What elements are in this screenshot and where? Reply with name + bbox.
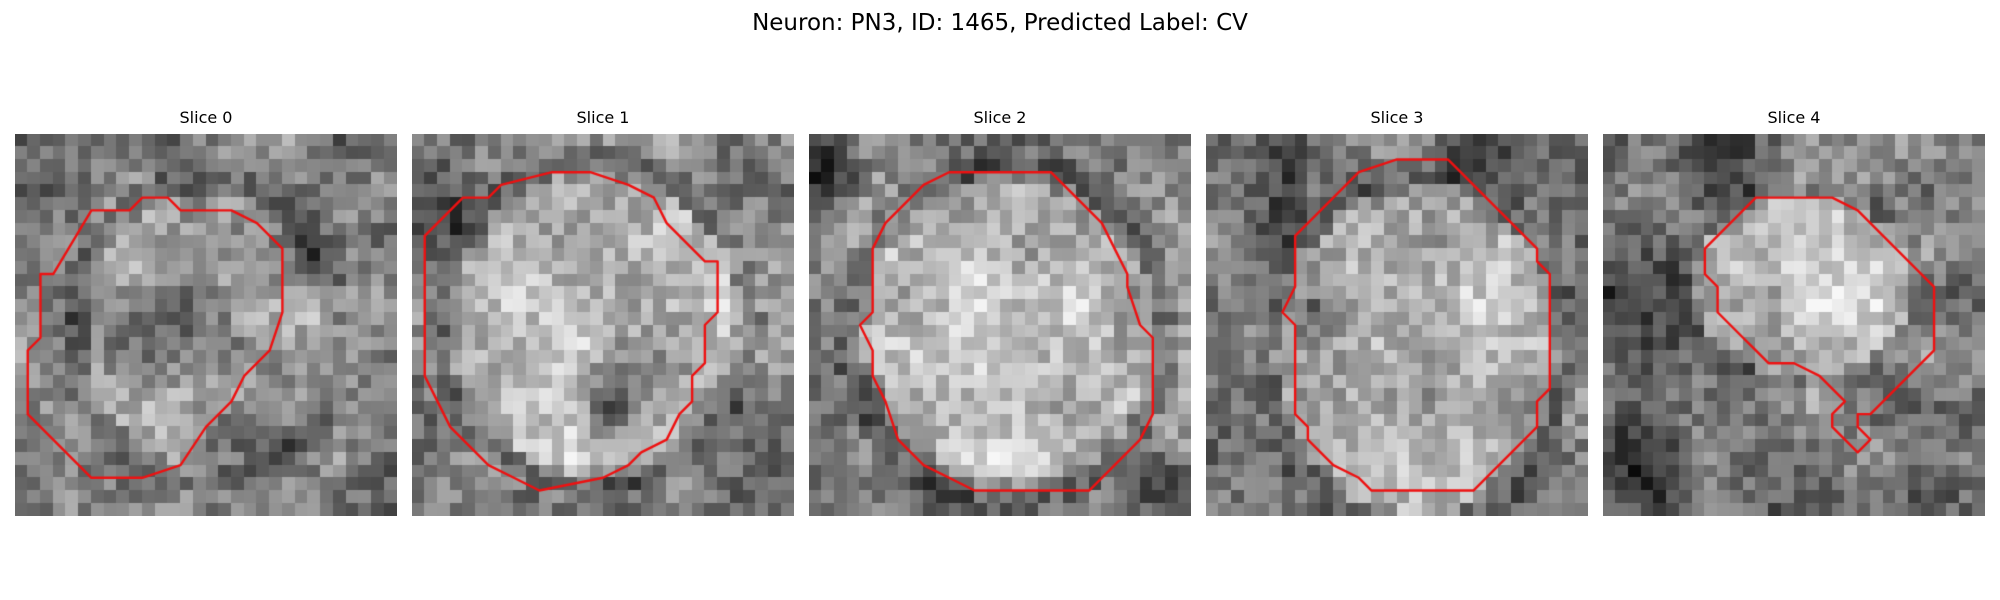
slice-panel-3: Slice 3 [1206,108,1588,516]
slice-title: Slice 2 [973,108,1027,127]
slice-title: Slice 3 [1370,108,1424,127]
slice-image [412,134,794,516]
slice-title: Slice 0 [179,108,233,127]
slice-image [809,134,1191,516]
figure-title: Neuron: PN3, ID: 1465, Predicted Label: … [752,10,1248,36]
slice-title: Slice 1 [576,108,630,127]
slice-image [15,134,397,516]
slice-panel-4: Slice 4 [1603,108,1985,516]
slice-panel-1: Slice 1 [412,108,794,516]
slice-panel-0: Slice 0 [15,108,397,516]
slice-image [1206,134,1588,516]
slice-panel-2: Slice 2 [809,108,1191,516]
slice-title: Slice 4 [1767,108,1821,127]
slice-image [1603,134,1985,516]
